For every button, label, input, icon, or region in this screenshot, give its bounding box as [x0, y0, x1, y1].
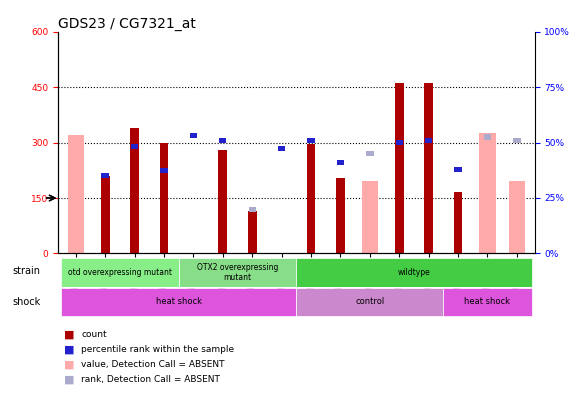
- Text: ■: ■: [64, 375, 74, 385]
- Bar: [425, 138, 432, 143]
- Text: GDS23 / CG7321_at: GDS23 / CG7321_at: [58, 17, 196, 30]
- Bar: [248, 211, 257, 253]
- Bar: [296, 287, 443, 316]
- Text: count: count: [81, 330, 107, 339]
- Bar: [366, 151, 374, 156]
- Text: ■: ■: [64, 360, 74, 370]
- Bar: [479, 133, 496, 253]
- Text: OTX2 overexpressing
mutant: OTX2 overexpressing mutant: [197, 263, 278, 282]
- Bar: [61, 258, 179, 287]
- Bar: [307, 145, 315, 253]
- Bar: [296, 258, 532, 287]
- Text: control: control: [355, 297, 385, 307]
- Bar: [337, 160, 344, 166]
- Bar: [513, 138, 521, 143]
- Bar: [101, 176, 110, 253]
- Bar: [509, 181, 525, 253]
- Text: wildtype: wildtype: [397, 268, 431, 277]
- Text: ■: ■: [64, 329, 74, 340]
- Bar: [130, 128, 139, 253]
- Bar: [513, 138, 521, 143]
- Text: rank, Detection Call = ABSENT: rank, Detection Call = ABSENT: [81, 375, 220, 384]
- Text: otd overexpressing mutant: otd overexpressing mutant: [68, 268, 172, 277]
- Text: percentile rank within the sample: percentile rank within the sample: [81, 345, 235, 354]
- Bar: [307, 138, 315, 143]
- Bar: [278, 145, 285, 151]
- Bar: [484, 134, 491, 140]
- Bar: [336, 178, 345, 253]
- Bar: [443, 287, 532, 316]
- Text: value, Detection Call = ABSENT: value, Detection Call = ABSENT: [81, 360, 225, 369]
- Bar: [160, 168, 168, 173]
- Text: shock: shock: [13, 297, 41, 307]
- Text: strain: strain: [13, 266, 41, 276]
- Text: ■: ■: [64, 345, 74, 355]
- Bar: [454, 167, 462, 172]
- Bar: [190, 133, 197, 138]
- Text: heat shock: heat shock: [156, 297, 202, 307]
- Bar: [102, 173, 109, 179]
- Bar: [362, 181, 378, 253]
- Bar: [249, 206, 256, 212]
- Bar: [454, 192, 462, 253]
- Bar: [218, 150, 227, 253]
- Bar: [160, 143, 168, 253]
- Bar: [219, 138, 227, 143]
- Text: heat shock: heat shock: [464, 297, 511, 307]
- Bar: [395, 84, 404, 253]
- Bar: [396, 140, 403, 145]
- Bar: [67, 135, 84, 253]
- Bar: [179, 258, 296, 287]
- Bar: [61, 287, 296, 316]
- Bar: [131, 144, 138, 149]
- Bar: [424, 84, 433, 253]
